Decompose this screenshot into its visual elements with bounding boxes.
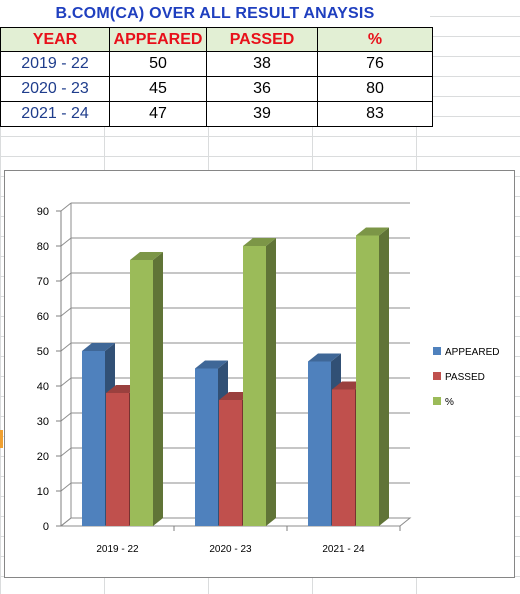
bar <box>356 235 379 526</box>
legend-swatch <box>433 397 441 405</box>
cell-percent[interactable]: 80 <box>317 76 433 102</box>
cell-percent[interactable]: 76 <box>317 51 433 77</box>
header-percent[interactable]: % <box>317 27 433 52</box>
gridline-depth <box>60 202 72 212</box>
bar <box>130 260 153 526</box>
y-tick-label: 40 <box>37 381 49 393</box>
y-tick-label: 60 <box>37 311 49 323</box>
table-row: 2021 - 24 47 39 83 <box>0 101 433 127</box>
bar-top <box>308 353 341 362</box>
gridline-depth <box>60 377 72 387</box>
cell-appeared[interactable]: 50 <box>109 51 207 77</box>
bar-top <box>356 227 389 236</box>
bar-top <box>130 252 163 260</box>
header-appeared[interactable]: APPEARED <box>109 27 207 52</box>
sheet-title: B.COM(CA) OVER ALL RESULT ANAYSIS <box>55 4 375 22</box>
bar-chart[interactable]: 0 10 20 30 40 50 60 70 80 90 2019 - 22 2020 - 23 202… <box>5 171 514 577</box>
y-tick-label: 70 <box>37 276 49 288</box>
gridline-depth <box>60 307 72 317</box>
cell-appeared[interactable]: 47 <box>109 101 207 127</box>
bar <box>106 393 129 526</box>
table-row: 2020 - 23 45 36 80 <box>0 76 433 102</box>
y-tick-label: 0 <box>43 521 49 533</box>
gridline-depth <box>60 272 72 282</box>
bar-side <box>153 252 163 526</box>
y-tick-label: 20 <box>37 451 49 463</box>
bar-side <box>266 238 276 526</box>
gridline-depth <box>60 482 72 492</box>
table-header-row: YEAR APPEARED PASSED % <box>0 27 433 52</box>
results-table: YEAR APPEARED PASSED % 2019 - 22 50 38 7… <box>0 27 433 127</box>
gridline-depth <box>60 342 72 352</box>
y-tick-label: 50 <box>37 346 49 358</box>
x-tick-label: 2020 - 23 <box>209 544 252 555</box>
bar <box>332 389 355 526</box>
cell-passed[interactable]: 38 <box>206 51 318 77</box>
bar <box>219 400 242 526</box>
bar <box>82 351 105 526</box>
cell-year[interactable]: 2021 - 24 <box>0 101 110 127</box>
y-tick-label: 30 <box>37 416 49 428</box>
bar <box>308 361 331 526</box>
legend-swatch <box>433 347 441 355</box>
cell-passed[interactable]: 36 <box>206 76 318 102</box>
cell-passed[interactable]: 39 <box>206 101 318 127</box>
table-row: 2019 - 22 50 38 76 <box>0 51 433 77</box>
bar-top <box>243 238 276 246</box>
cell-year[interactable]: 2020 - 23 <box>0 76 110 102</box>
legend-swatch <box>433 372 441 380</box>
y-tick-label: 90 <box>37 206 49 218</box>
legend-label: % <box>445 397 454 408</box>
header-passed[interactable]: PASSED <box>206 27 318 52</box>
bar <box>195 368 218 526</box>
bar-top <box>195 360 228 369</box>
title-cell[interactable]: B.COM(CA) OVER ALL RESULT ANAYSIS <box>0 0 430 27</box>
bar-side <box>379 227 389 526</box>
chart-container[interactable]: 0 10 20 30 40 50 60 70 80 90 2019 - 22 2020 - 23 202… <box>4 170 515 578</box>
legend-label: APPEARED <box>445 347 499 358</box>
cell-year[interactable]: 2019 - 22 <box>0 51 110 77</box>
gridline-depth <box>60 447 72 457</box>
x-tick-label: 2021 - 24 <box>322 544 365 555</box>
cell-percent[interactable]: 83 <box>317 101 433 127</box>
header-year[interactable]: YEAR <box>0 27 110 52</box>
gridline-depth <box>60 412 72 422</box>
bar <box>243 246 266 526</box>
legend-label: PASSED <box>445 372 485 383</box>
bar-top <box>82 343 115 351</box>
cell-appeared[interactable]: 45 <box>109 76 207 102</box>
row-selection-marker <box>0 430 3 448</box>
y-tick-label: 10 <box>37 486 49 498</box>
x-tick-label: 2019 - 22 <box>96 544 139 555</box>
y-tick-label: 80 <box>37 241 49 253</box>
gridline-depth <box>60 237 72 247</box>
